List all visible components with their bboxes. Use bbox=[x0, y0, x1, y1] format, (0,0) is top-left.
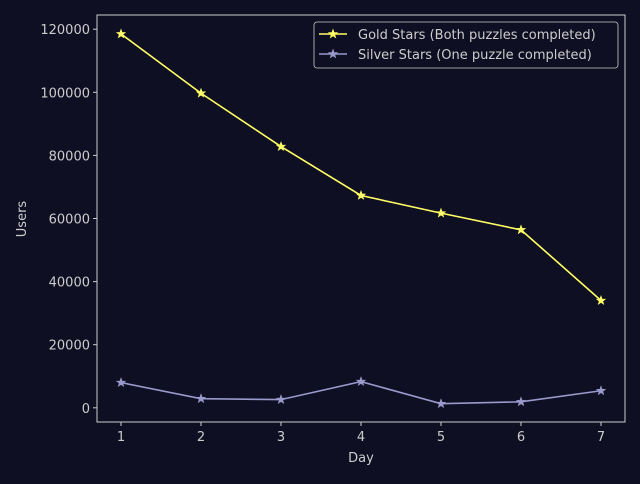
x-tick-label: 4 bbox=[357, 430, 365, 445]
plot-area bbox=[96, 14, 626, 423]
data-point bbox=[355, 189, 367, 200]
y-axis-label: Users bbox=[15, 201, 30, 238]
x-axis-label: Day bbox=[348, 451, 374, 466]
data-point bbox=[275, 394, 287, 405]
legend-label: Silver Stars (One puzzle completed) bbox=[358, 48, 592, 63]
x-tick-label: 3 bbox=[277, 430, 285, 445]
y-tick-label: 40000 bbox=[49, 276, 90, 291]
data-point bbox=[435, 207, 447, 218]
y-tick-label: 120000 bbox=[40, 23, 90, 38]
plot-frame bbox=[96, 14, 626, 423]
y-tick-label: 60000 bbox=[49, 213, 90, 228]
series-2 bbox=[115, 376, 607, 409]
y-tick-label: 80000 bbox=[49, 149, 90, 164]
data-point bbox=[355, 376, 367, 387]
legend: Gold Stars (Both puzzles completed) Silve… bbox=[313, 21, 619, 69]
data-point bbox=[595, 385, 607, 396]
legend-box bbox=[313, 21, 619, 69]
data-point bbox=[515, 396, 527, 407]
y-tick-label: 100000 bbox=[40, 86, 90, 101]
data-point bbox=[115, 377, 127, 387]
series-line bbox=[120, 380, 602, 405]
legend-swatch-marker bbox=[327, 48, 339, 59]
data-point bbox=[195, 87, 207, 98]
data-point bbox=[115, 28, 127, 39]
series-line bbox=[120, 33, 602, 302]
legend-label: Gold Stars (Both puzzles completed) bbox=[358, 28, 596, 43]
y-tick-label: 20000 bbox=[49, 339, 90, 354]
data-point bbox=[515, 224, 527, 235]
x-tick-label: 2 bbox=[197, 430, 205, 445]
data-point bbox=[275, 141, 287, 151]
x-axis-ticks: 1 2 3 4 5 6 7 bbox=[117, 422, 605, 445]
x-tick-label: 7 bbox=[597, 430, 605, 445]
x-tick-label: 5 bbox=[437, 430, 445, 445]
data-point bbox=[435, 398, 447, 409]
series-1 bbox=[115, 28, 607, 305]
series-layer bbox=[115, 28, 607, 409]
data-point bbox=[195, 393, 207, 404]
x-tick-label: 1 bbox=[117, 430, 125, 445]
legend-swatch-marker bbox=[327, 28, 339, 39]
x-tick-label: 6 bbox=[517, 430, 525, 445]
y-axis-ticks: 0 20000 40000 60000 80000 100000 120000 bbox=[40, 23, 97, 417]
y-tick-label: 0 bbox=[82, 402, 90, 417]
data-point bbox=[595, 295, 607, 305]
